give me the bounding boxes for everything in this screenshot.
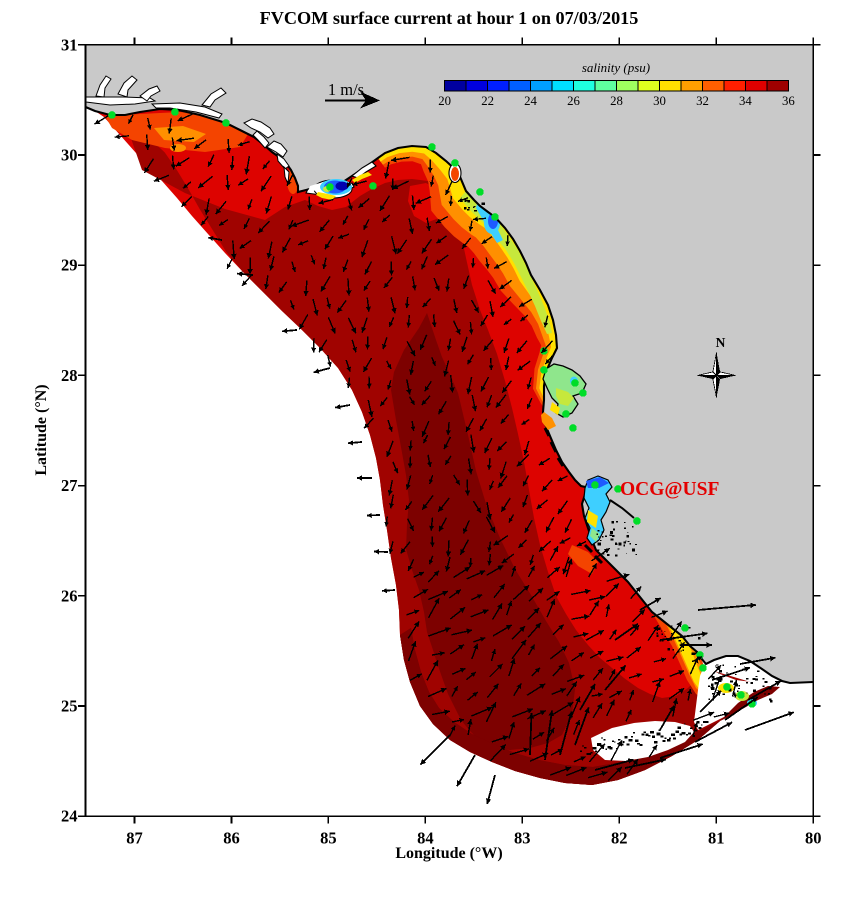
svg-text:26: 26	[61, 586, 78, 605]
svg-text:OCG@USF: OCG@USF	[620, 479, 719, 500]
svg-text:26: 26	[567, 94, 580, 108]
svg-text:22: 22	[481, 94, 494, 108]
svg-text:27: 27	[61, 476, 78, 495]
svg-text:20: 20	[438, 94, 451, 108]
svg-text:Longitude (°W): Longitude (°W)	[395, 845, 502, 862]
svg-text:FVCOM surface current at hour: FVCOM surface current at hour 1 on 07/03…	[260, 8, 639, 28]
svg-text:salinity (psu): salinity (psu)	[582, 60, 650, 75]
svg-text:32: 32	[696, 94, 709, 108]
svg-text:86: 86	[223, 829, 240, 848]
svg-text:24: 24	[524, 94, 537, 108]
svg-text:83: 83	[514, 829, 531, 848]
svg-text:31: 31	[61, 35, 78, 54]
svg-text:29: 29	[61, 256, 78, 275]
svg-text:34: 34	[739, 94, 752, 108]
svg-text:82: 82	[611, 829, 628, 848]
svg-text:80: 80	[805, 829, 822, 848]
svg-text:28: 28	[61, 366, 78, 385]
svg-text:85: 85	[320, 829, 337, 848]
svg-text:25: 25	[61, 697, 78, 716]
svg-text:24: 24	[61, 807, 78, 826]
svg-text:84: 84	[417, 829, 434, 848]
svg-text:N: N	[716, 335, 726, 350]
svg-text:36: 36	[782, 94, 795, 108]
svg-text:87: 87	[126, 829, 143, 848]
svg-text:30: 30	[61, 146, 78, 165]
svg-text:Latitude (°N): Latitude (°N)	[33, 384, 50, 475]
svg-text:1 m/s: 1 m/s	[328, 80, 364, 99]
svg-text:28: 28	[610, 94, 623, 108]
svg-text:30: 30	[653, 94, 666, 108]
svg-text:81: 81	[708, 829, 725, 848]
